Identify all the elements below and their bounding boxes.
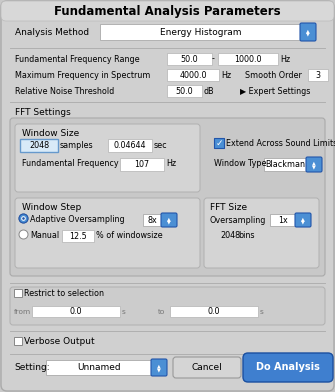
Text: Smooth Order: Smooth Order [245,71,302,80]
Bar [62,230,94,242]
Text: s: s [122,309,126,315]
Text: ▼: ▼ [306,31,310,36]
Text: 4000.0: 4000.0 [179,71,207,80]
Bar [143,214,162,226]
Text: Hz: Hz [280,54,290,64]
Bar [308,69,328,81]
Text: FFT Size: FFT Size [210,203,247,212]
Text: from: from [14,309,31,315]
Text: 0.04644: 0.04644 [114,141,146,150]
FancyBboxPatch shape [295,213,311,227]
Text: % of windowsize: % of windowsize [96,230,162,240]
Circle shape [22,217,25,220]
Text: sec: sec [154,140,168,149]
Text: ▼: ▼ [157,367,161,372]
Text: Blackman: Blackman [266,160,306,169]
Text: 0.0: 0.0 [70,307,82,316]
Text: 3: 3 [316,71,321,80]
Bar [46,360,152,375]
Bar [167,69,219,81]
Text: ▲: ▲ [167,216,171,221]
Text: dB: dB [204,87,215,96]
Bar [14,289,22,297]
Bar [120,158,164,171]
Text: Setting:: Setting: [14,363,50,372]
Text: Verbose Output: Verbose Output [24,336,94,345]
FancyBboxPatch shape [151,359,167,376]
Text: samples: samples [60,140,93,149]
Text: Unnamed: Unnamed [77,363,121,372]
Text: bins: bins [238,230,255,240]
FancyBboxPatch shape [173,357,241,378]
Text: 2048: 2048 [29,141,49,150]
FancyBboxPatch shape [161,213,177,227]
Text: Manual: Manual [30,230,59,240]
Bar [218,53,278,65]
Text: Restrict to selection: Restrict to selection [24,289,104,298]
Text: Window Step: Window Step [22,203,81,212]
Text: ▲: ▲ [312,160,316,165]
Text: Analysis Method: Analysis Method [15,27,89,36]
Text: Fundamental Frequency: Fundamental Frequency [22,158,119,167]
Text: 1000.0: 1000.0 [234,54,262,64]
Text: 50.0: 50.0 [181,54,198,64]
Text: ▼: ▼ [167,220,171,225]
FancyBboxPatch shape [204,198,319,268]
Circle shape [19,214,28,223]
Circle shape [21,216,26,221]
Text: FFT Settings: FFT Settings [15,107,71,116]
FancyBboxPatch shape [15,198,200,268]
Circle shape [19,214,28,223]
Bar [14,337,22,345]
Text: Adaptive Oversampling: Adaptive Oversampling [30,214,125,223]
Text: Relative Noise Threshold: Relative Noise Threshold [15,87,114,96]
Text: Energy Histogram: Energy Histogram [160,27,241,36]
Text: ▲: ▲ [301,216,305,221]
Bar [167,53,212,65]
Text: Oversampling: Oversampling [210,216,266,225]
Bar [167,85,202,97]
Text: Fundamental Analysis Parameters: Fundamental Analysis Parameters [54,4,281,18]
Text: Hz: Hz [221,71,231,80]
Text: -: - [212,54,214,64]
Text: Maximum Frequency in Spectrum: Maximum Frequency in Spectrum [15,71,150,80]
Text: Window Size: Window Size [22,129,79,138]
Bar [100,24,301,40]
Text: 2048: 2048 [220,230,240,240]
FancyBboxPatch shape [306,157,322,172]
Text: 8x: 8x [148,216,157,225]
Bar [214,138,224,148]
Text: 1x: 1x [278,216,288,225]
Text: ▶ Expert Settings: ▶ Expert Settings [240,87,310,96]
Text: 107: 107 [134,160,149,169]
Text: ✓: ✓ [215,138,223,147]
Text: ▲: ▲ [306,28,310,33]
Text: to: to [158,309,165,315]
Text: ▼: ▼ [301,220,305,225]
Bar [270,214,296,226]
FancyBboxPatch shape [1,1,334,21]
Bar [32,306,120,317]
Bar [20,139,58,152]
Text: ▲: ▲ [157,363,161,368]
Text: s: s [260,309,264,315]
Bar [170,306,258,317]
FancyBboxPatch shape [300,23,316,41]
Text: ▼: ▼ [312,164,316,169]
Bar [108,139,152,152]
Text: Do Analysis: Do Analysis [256,363,320,372]
FancyBboxPatch shape [10,287,325,325]
Bar [214,138,224,148]
Text: 50.0: 50.0 [176,87,193,96]
Text: Window Type: Window Type [214,158,267,167]
Text: 0.0: 0.0 [208,307,220,316]
Text: Hz: Hz [166,158,176,167]
Text: 12.5: 12.5 [69,232,87,241]
Text: Extend Across Sound Limits: Extend Across Sound Limits [226,138,335,147]
FancyBboxPatch shape [15,124,200,192]
Text: Cancel: Cancel [192,363,222,372]
Text: Fundamental Frequency Range: Fundamental Frequency Range [15,54,140,64]
Bar [264,158,307,171]
FancyBboxPatch shape [10,118,325,276]
